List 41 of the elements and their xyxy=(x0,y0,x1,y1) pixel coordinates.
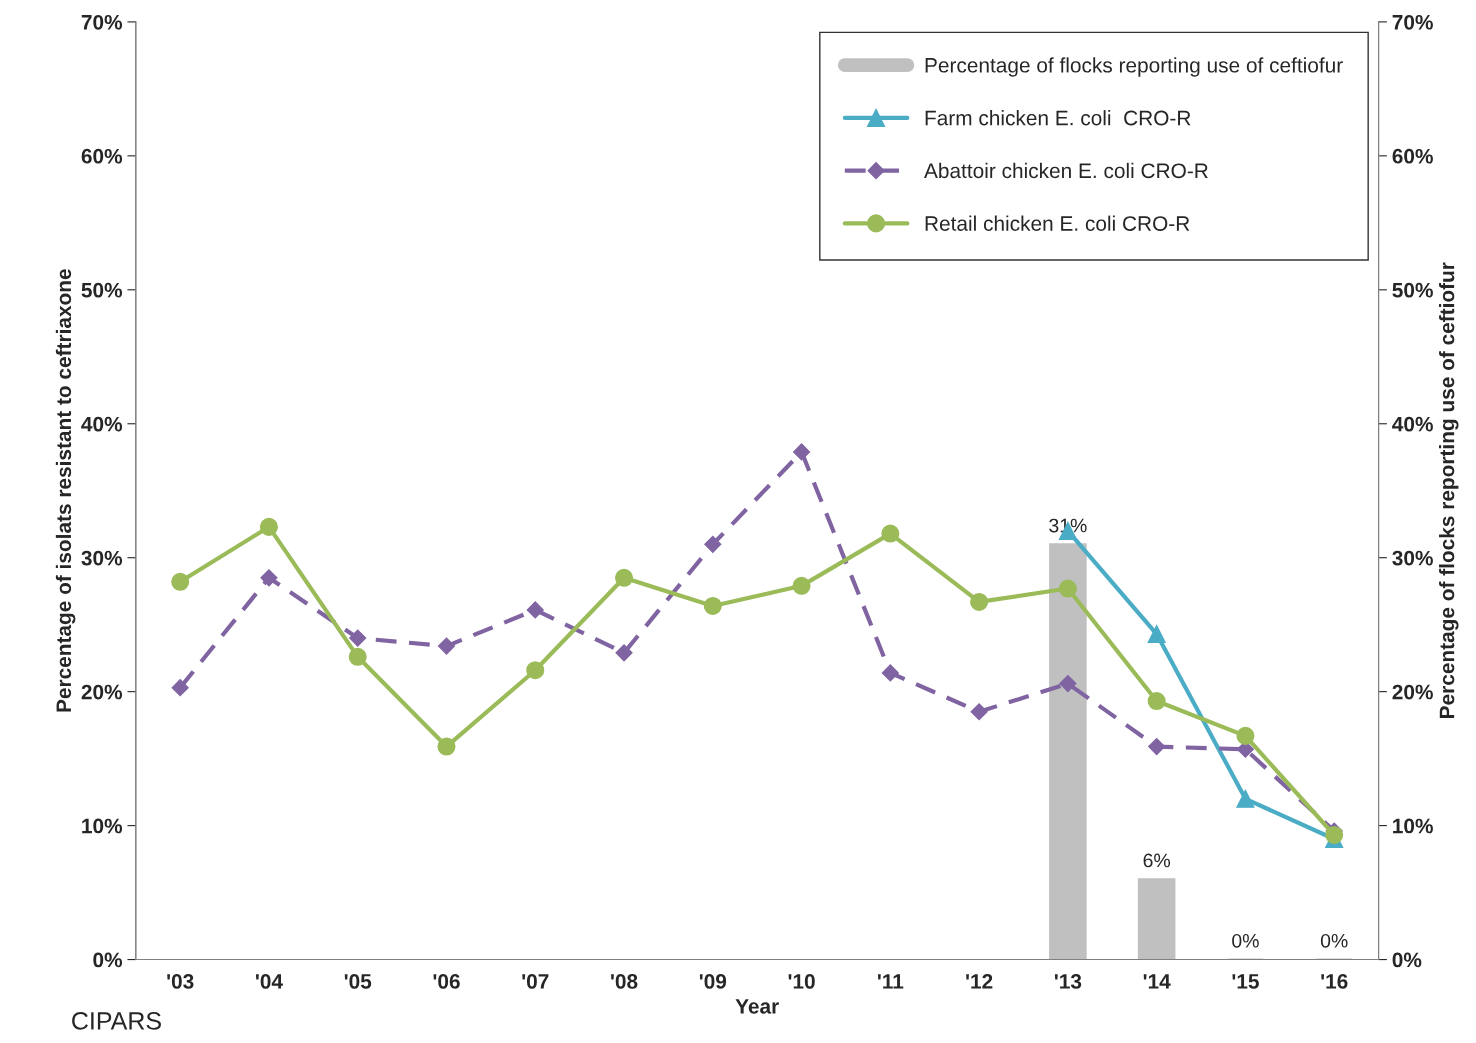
y2-tick-label: 40% xyxy=(1392,416,1433,432)
x-tick-label: '16 xyxy=(1321,974,1348,989)
y-tick-label: 60% xyxy=(81,148,123,164)
y2-tick-label: 30% xyxy=(1392,550,1433,566)
y-axis-title: Percentage of isolats resistant to ceftriaxone xyxy=(55,269,76,712)
x-tick-label: '15 xyxy=(1232,974,1259,989)
x-tick-label: '11 xyxy=(877,974,904,989)
x-axis-title: Year xyxy=(735,999,779,1014)
x-tick-label: '04 xyxy=(256,974,283,989)
x-tick-label: '05 xyxy=(344,974,372,989)
data-label: 0% xyxy=(1232,933,1259,948)
y-tick-label: 40% xyxy=(81,416,123,432)
y2-tick-label: 20% xyxy=(1392,684,1433,700)
x-tick-label: '08 xyxy=(611,974,638,989)
y-tick-label: 70% xyxy=(81,14,123,30)
y-tick-label: 20% xyxy=(81,684,123,700)
y-tick-label: 0% xyxy=(93,952,123,968)
y-tick-label: 10% xyxy=(82,818,123,834)
y2-tick-label: 0% xyxy=(1392,952,1422,968)
data-label: 6% xyxy=(1143,853,1171,868)
x-tick-label: '09 xyxy=(699,974,727,989)
x-tick-label: '07 xyxy=(522,974,549,989)
x-tick-label: '10 xyxy=(788,974,815,989)
y-tick-label: 50% xyxy=(81,282,123,298)
legend-label: Abattoir chicken E. coli CRO-R xyxy=(924,162,1208,179)
y2-tick-label: 50% xyxy=(1392,282,1433,298)
legend-label: Farm chicken E. coli CRO-R xyxy=(925,110,1191,126)
y2-tick-label: 10% xyxy=(1393,818,1433,834)
x-tick-label: '12 xyxy=(966,974,993,989)
x-tick-label: '13 xyxy=(1054,974,1082,989)
text: CIPARS xyxy=(72,1012,161,1030)
y2-axis-title: Percentage of flocks reporting use of ceftiofur xyxy=(1439,262,1459,718)
data-label: 0% xyxy=(1320,933,1348,948)
x-tick-label: '14 xyxy=(1143,974,1171,989)
legend-label: Percentage of flocks reporting use of ceftiofur xyxy=(925,57,1343,77)
x-tick-label: '03 xyxy=(167,974,194,989)
y2-tick-label: 60% xyxy=(1392,148,1433,164)
y2-tick-label: 70% xyxy=(1392,14,1433,30)
x-tick-label: '06 xyxy=(433,974,460,989)
y-tick-label: 30% xyxy=(81,550,123,566)
legend-label: Retail chicken E. coli CRO-R xyxy=(925,215,1190,231)
